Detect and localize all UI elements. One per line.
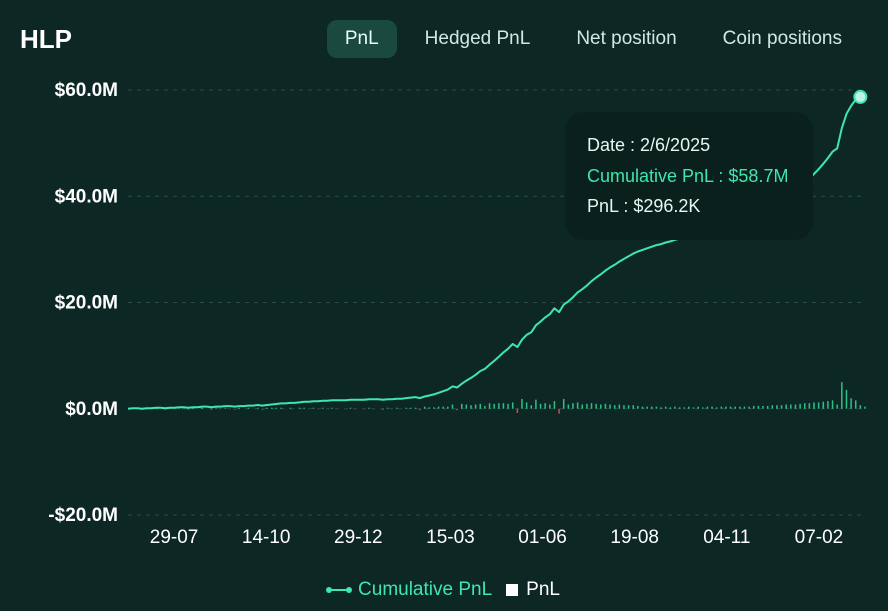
- svg-text:29-12: 29-12: [334, 527, 383, 548]
- tab-hedged-pnl[interactable]: Hedged PnL: [407, 20, 549, 58]
- tab-net-position[interactable]: Net position: [558, 20, 694, 58]
- tab-pnl[interactable]: PnL: [327, 20, 397, 58]
- header: HLP PnL Hedged PnL Net position Coin pos…: [0, 0, 888, 58]
- svg-text:01-06: 01-06: [518, 527, 567, 548]
- tooltip-row-pnl: PnL : $296.2K: [587, 191, 791, 222]
- legend-line-icon: [328, 589, 350, 591]
- tooltip-row-date: Date : 2/6/2025: [587, 130, 791, 161]
- tooltip-row-cum: Cumulative PnL : $58.7M: [587, 161, 791, 192]
- svg-text:-$20.0M: -$20.0M: [48, 505, 118, 526]
- chart-tooltip: Date : 2/6/2025 Cumulative PnL : $58.7M …: [565, 112, 813, 240]
- svg-text:$60.0M: $60.0M: [55, 80, 118, 101]
- legend-square-icon: [506, 584, 518, 596]
- svg-text:04-11: 04-11: [703, 527, 750, 548]
- chart: -$20.0M $0.0M $20.0M $40.0M $60.0M 29-07 14-10…: [0, 60, 888, 611]
- legend-item-pnl: PnL: [506, 579, 560, 601]
- svg-text:$20.0M: $20.0M: [55, 293, 118, 314]
- svg-text:07-02: 07-02: [795, 527, 844, 548]
- legend-item-cum: Cumulative PnL: [328, 579, 492, 601]
- page-title: HLP: [20, 24, 72, 55]
- svg-text:$40.0M: $40.0M: [55, 186, 118, 207]
- svg-text:$0.0M: $0.0M: [65, 399, 118, 420]
- svg-text:19-08: 19-08: [610, 527, 659, 548]
- svg-text:15-03: 15-03: [426, 527, 475, 548]
- tabs: PnL Hedged PnL Net position Coin positio…: [327, 20, 860, 58]
- svg-text:14-10: 14-10: [242, 527, 291, 548]
- chart-legend: Cumulative PnL PnL: [0, 579, 888, 601]
- tab-coin-positions[interactable]: Coin positions: [705, 20, 860, 58]
- svg-text:29-07: 29-07: [150, 527, 199, 548]
